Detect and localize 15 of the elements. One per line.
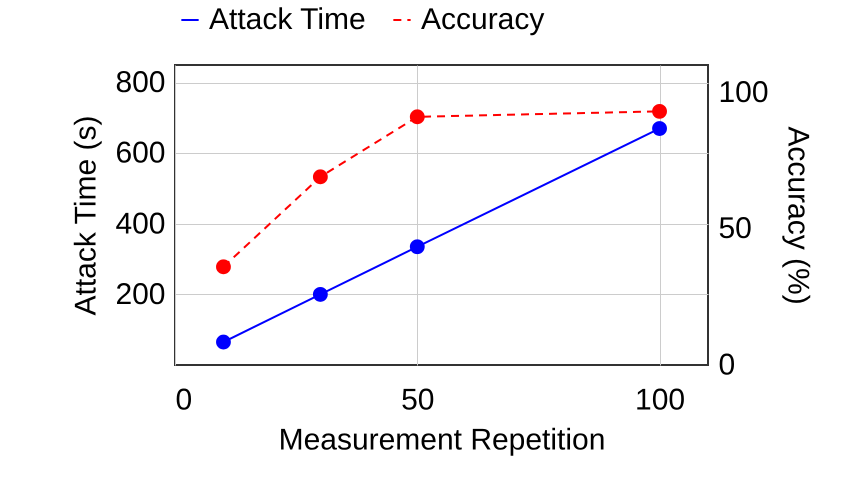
y2-tick-label: 100: [718, 76, 769, 109]
x-tick-label: 50: [401, 384, 434, 416]
y-tick-label: 800: [115, 66, 166, 100]
legend-label: Accuracy: [421, 3, 544, 36]
y-tick-label: 600: [115, 136, 166, 170]
y2-axis-title: Accuracy (%): [782, 126, 815, 305]
x-tick-label: 0: [176, 384, 192, 416]
x-axis-title: Measurement Repetition: [278, 424, 606, 456]
y-tick-label: 400: [115, 207, 166, 240]
y-tick-label: 200: [115, 278, 166, 311]
legend-label: Attack Time: [209, 3, 366, 36]
y-axis-title: Attack Time (s): [69, 115, 102, 316]
y2-tick-label: 0: [718, 348, 736, 382]
y2-tick-label: 50: [718, 212, 752, 246]
x-tick-label: 100: [635, 384, 686, 416]
